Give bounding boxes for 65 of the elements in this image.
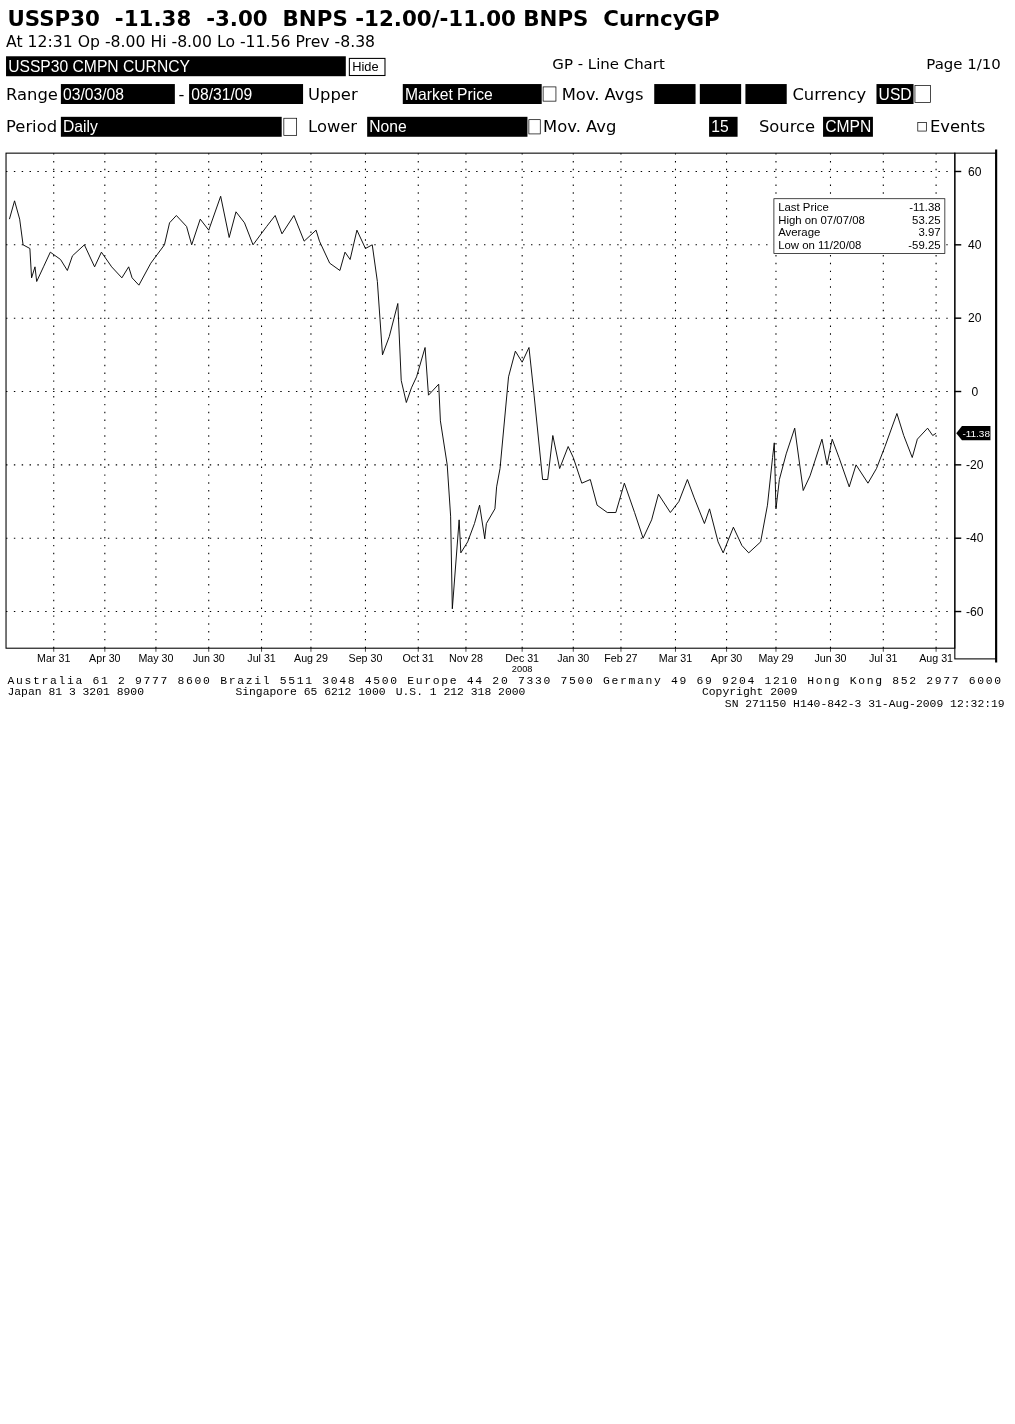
text: None: [369, 118, 408, 136]
x-tick-label: Apr 30: [89, 651, 121, 664]
text: Events: [929, 117, 986, 137]
text: GP - Line Chart: [552, 55, 665, 74]
x-tick-label: Apr 30: [710, 651, 743, 664]
chart-subtitle: At 12:31 Op -8.00 Hi -8.00 Lo -11.56 Prev -8.38: [6, 32, 376, 52]
annotation: Last Price: [778, 200, 829, 213]
x-tick-label: Jul 31: [247, 651, 276, 664]
x-tick-label: Feb 27: [604, 651, 638, 664]
text: Copyright 2009: [701, 686, 798, 699]
text: USSP30 CMPN CURNCY: [8, 57, 191, 75]
x-tick-label: May 29: [758, 651, 794, 664]
text: Daily: [63, 118, 98, 136]
text: Singapore 65 6212 1000: [235, 686, 386, 699]
x-tick-label: Dec 31: [505, 651, 540, 664]
text: Japan 81 3 3201 8900: [7, 686, 145, 699]
x-tick-label: Jan 30: [557, 651, 590, 664]
text: 2008: [511, 663, 533, 674]
text: -: [178, 84, 185, 104]
y-tick-label: 20: [968, 311, 982, 326]
text: Mov. Avgs: [561, 84, 644, 104]
chart-title: USSP30 -11.38 -3.00 BNPS -12.00/-11.00 BNPS CurncyGP: [7, 5, 720, 31]
x-tick-label: Sep 30: [348, 651, 383, 664]
text: SN 271150 H140-842-3 31-Aug-2009 12:32:19: [724, 697, 1005, 710]
text: Australia 61 2 9777 8600 Brazil 5511 3048 4500 Europe 44 20 7330 7500 Germany 49 69 9204 1210 Hong Kong 852 2977 6000: [7, 674, 1002, 687]
x-tick-label: Jun 30: [192, 651, 225, 664]
text: Source: [758, 117, 816, 137]
text: Hide: [352, 59, 379, 75]
annotation: 3.97: [918, 226, 941, 239]
text: 15: [711, 118, 729, 136]
x-tick-label: Jul 31: [869, 651, 898, 664]
text: 08/31/09: [191, 85, 253, 103]
x-tick-label: Nov 28: [449, 651, 483, 664]
annotation: -11.38: [909, 200, 941, 213]
annotation: Low on 11/20/08: [778, 239, 862, 252]
x-tick-label: Oct 31: [402, 651, 435, 664]
text: Currency: [792, 84, 867, 104]
x-tick-label: May 30: [138, 651, 174, 664]
text: -11.38: [962, 427, 991, 439]
text: Mov. Avg: [543, 117, 617, 137]
annotation: Average: [778, 226, 821, 239]
annotation: -59.25: [908, 239, 941, 252]
y-tick-label: 60: [968, 164, 982, 179]
x-tick-label: Aug 31: [919, 651, 954, 664]
text: Market Price: [404, 85, 494, 103]
y-tick-label: -20: [966, 458, 984, 473]
y-tick-label: 0: [971, 384, 979, 399]
annotation: High on 07/07/08: [778, 213, 865, 226]
x-tick-label: Jun 30: [814, 651, 847, 664]
x-tick-label: Mar 31: [658, 651, 693, 664]
x-tick-label: Mar 31: [37, 651, 71, 664]
y-tick-label: -60: [966, 604, 984, 619]
text: USD: [878, 85, 912, 103]
text: Upper: [308, 84, 358, 104]
y-tick-label: -40: [966, 531, 984, 546]
text: 03/03/08: [63, 85, 125, 103]
annotation: 53.25: [912, 213, 941, 226]
text: Range: [6, 84, 58, 104]
text: Page 1/10: [926, 55, 1001, 74]
text: Period: [6, 117, 58, 137]
y-tick-label: 40: [968, 238, 982, 253]
text: CMPN: [825, 118, 872, 136]
x-tick-label: Aug 29: [294, 651, 328, 664]
text: Lower: [308, 117, 358, 137]
text: U.S. 1 212 318 2000: [395, 686, 526, 699]
